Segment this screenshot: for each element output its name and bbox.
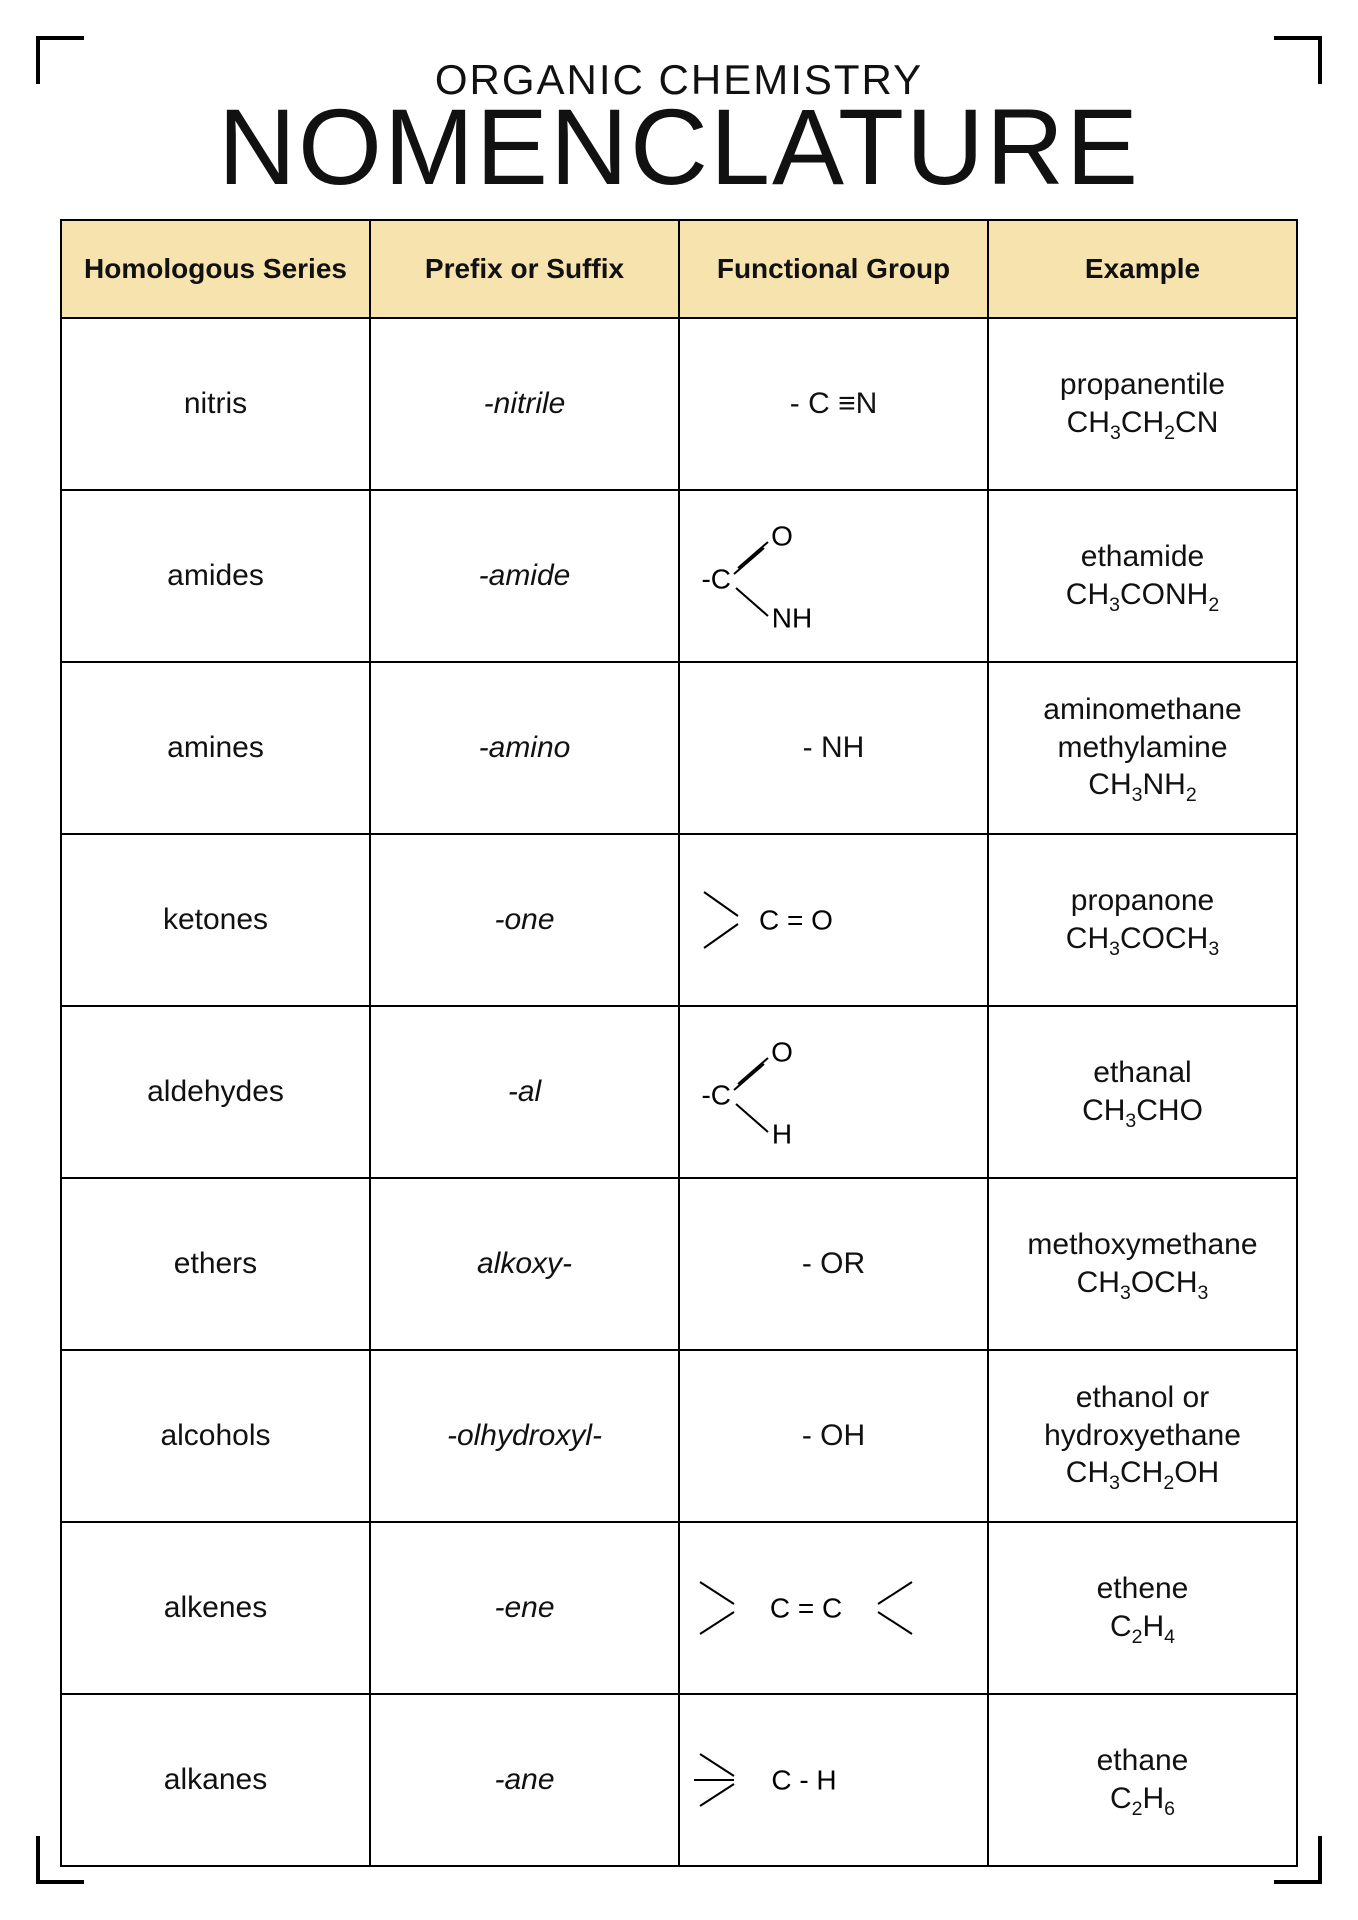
cell-suffix: -nitrile bbox=[370, 318, 679, 490]
table-row: alcohols-olhydroxyl- - OH ethanol orhydrox… bbox=[61, 1350, 1297, 1522]
table-row: alkanes-ane C - H ethaneC2H6 bbox=[61, 1694, 1297, 1866]
example-formula: CH3OCH3 bbox=[995, 1264, 1290, 1302]
cell-functional-group: C = C bbox=[679, 1522, 988, 1694]
cell-suffix: -al bbox=[370, 1006, 679, 1178]
cell-suffix: -olhydroxyl- bbox=[370, 1350, 679, 1522]
col-header-series: Homologous Series bbox=[61, 220, 370, 318]
cell-suffix: -ene bbox=[370, 1522, 679, 1694]
svg-text:-C: -C bbox=[701, 1079, 731, 1110]
cell-example: ethaneC2H6 bbox=[988, 1694, 1297, 1866]
cell-example: ethamideCH3CONH2 bbox=[988, 490, 1297, 662]
cell-example: propanoneCH3COCH3 bbox=[988, 834, 1297, 1006]
cell-series: ethers bbox=[61, 1178, 370, 1350]
table-row: ketones-one C = O propanoneCH3COCH3 bbox=[61, 834, 1297, 1006]
cell-example: ethanol orhydroxyethaneCH3CH2OH bbox=[988, 1350, 1297, 1522]
cell-series: ketones bbox=[61, 834, 370, 1006]
svg-text:-C: -C bbox=[701, 563, 731, 594]
cell-suffix: -amino bbox=[370, 662, 679, 834]
example-formula: CH3NH2 bbox=[995, 766, 1290, 804]
example-name: ethanal bbox=[995, 1054, 1290, 1092]
cell-functional-group: - C ≡N bbox=[679, 318, 988, 490]
example-name: aminomethanemethylamine bbox=[995, 691, 1290, 766]
example-name: ethamide bbox=[995, 538, 1290, 576]
table-body: nitris-nitrile - C ≡N propanentileCH3CH2CN… bbox=[61, 318, 1297, 1866]
cell-series: amides bbox=[61, 490, 370, 662]
svg-text:NH: NH bbox=[772, 602, 812, 633]
functional-group-text: - OH bbox=[802, 1419, 865, 1453]
functional-group-icon: C = O bbox=[686, 870, 886, 970]
table-row: amines-amino - NH aminomethanemethylamineC… bbox=[61, 662, 1297, 834]
example-name: ethanol orhydroxyethane bbox=[995, 1379, 1290, 1454]
functional-group-text: - NH bbox=[803, 731, 865, 765]
svg-text:H: H bbox=[772, 1118, 792, 1149]
cell-series: nitris bbox=[61, 318, 370, 490]
cell-functional-group: - NH bbox=[679, 662, 988, 834]
col-header-suffix: Prefix or Suffix bbox=[370, 220, 679, 318]
table-row: alkenes-ene C = C etheneC2H4 bbox=[61, 1522, 1297, 1694]
cell-functional-group: C - H bbox=[679, 1694, 988, 1866]
heading-block: ORGANIC CHEMISTRY NOMENCLATURE bbox=[60, 56, 1298, 219]
functional-group-text: - C ≡N bbox=[790, 387, 878, 421]
cell-series: amines bbox=[61, 662, 370, 834]
example-formula: CH3COCH3 bbox=[995, 920, 1290, 958]
cell-suffix: -amide bbox=[370, 490, 679, 662]
svg-text:C - H: C - H bbox=[771, 1764, 836, 1795]
cell-example: aminomethanemethylamineCH3NH2 bbox=[988, 662, 1297, 834]
example-name: ethane bbox=[995, 1742, 1290, 1780]
example-name: ethene bbox=[995, 1570, 1290, 1608]
functional-group-text: - OR bbox=[802, 1247, 865, 1281]
cell-series: alcohols bbox=[61, 1350, 370, 1522]
cell-series: alkenes bbox=[61, 1522, 370, 1694]
example-name: propanentile bbox=[995, 366, 1290, 404]
svg-text:O: O bbox=[771, 520, 793, 551]
table-header-row: Homologous Series Prefix or Suffix Funct… bbox=[61, 220, 1297, 318]
example-formula: CH3CHO bbox=[995, 1092, 1290, 1130]
functional-group-icon: -C O H bbox=[686, 1032, 836, 1152]
table-row: amides-amide -C O NH ethamideCH3CONH2 bbox=[61, 490, 1297, 662]
col-header-functional-group: Functional Group bbox=[679, 220, 988, 318]
cell-functional-group: -C O H bbox=[679, 1006, 988, 1178]
cell-functional-group: - OH bbox=[679, 1350, 988, 1522]
cell-suffix: -one bbox=[370, 834, 679, 1006]
page: ORGANIC CHEMISTRY NOMENCLATURE Homologou… bbox=[0, 0, 1358, 1920]
example-formula: CH3CH2CN bbox=[995, 404, 1290, 442]
table-row: nitris-nitrile - C ≡N propanentileCH3CH2CN bbox=[61, 318, 1297, 490]
svg-text:C = C: C = C bbox=[770, 1592, 842, 1623]
nomenclature-table: Homologous Series Prefix or Suffix Funct… bbox=[60, 219, 1298, 1867]
example-formula: C2H6 bbox=[995, 1780, 1290, 1818]
example-name: propanone bbox=[995, 882, 1290, 920]
functional-group-icon: C = C bbox=[686, 1558, 926, 1658]
example-formula: CH3CONH2 bbox=[995, 576, 1290, 614]
col-header-example: Example bbox=[988, 220, 1297, 318]
example-formula: C2H4 bbox=[995, 1608, 1290, 1646]
main-title: NOMENCLATURE bbox=[60, 96, 1298, 199]
cell-example: methoxymethaneCH3OCH3 bbox=[988, 1178, 1297, 1350]
content-area: ORGANIC CHEMISTRY NOMENCLATURE Homologou… bbox=[60, 48, 1298, 1860]
cell-suffix: -ane bbox=[370, 1694, 679, 1866]
functional-group-icon: -C O NH bbox=[686, 516, 836, 636]
svg-text:O: O bbox=[771, 1036, 793, 1067]
cell-suffix: alkoxy- bbox=[370, 1178, 679, 1350]
svg-text:C = O: C = O bbox=[759, 904, 833, 935]
table-row: aldehydes-al -C O HethanalCH3CHO bbox=[61, 1006, 1297, 1178]
cell-example: etheneC2H4 bbox=[988, 1522, 1297, 1694]
cell-example: propanentileCH3CH2CN bbox=[988, 318, 1297, 490]
example-formula: CH3CH2OH bbox=[995, 1454, 1290, 1492]
table-row: ethersalkoxy- - OR methoxymethaneCH3OCH3 bbox=[61, 1178, 1297, 1350]
example-name: methoxymethane bbox=[995, 1226, 1290, 1264]
cell-series: alkanes bbox=[61, 1694, 370, 1866]
functional-group-icon: C - H bbox=[686, 1730, 896, 1830]
cell-functional-group: C = O bbox=[679, 834, 988, 1006]
cell-functional-group: - OR bbox=[679, 1178, 988, 1350]
cell-example: ethanalCH3CHO bbox=[988, 1006, 1297, 1178]
cell-series: aldehydes bbox=[61, 1006, 370, 1178]
cell-functional-group: -C O NH bbox=[679, 490, 988, 662]
